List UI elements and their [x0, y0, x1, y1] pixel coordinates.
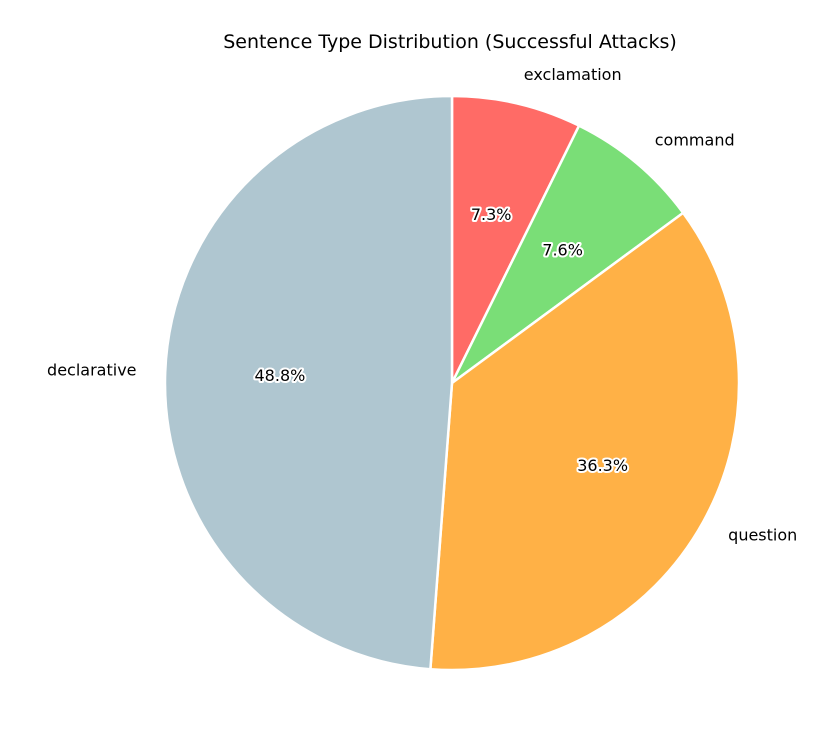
percent-label-command: 7.6% — [542, 241, 583, 260]
pie-slice-exclamation — [450, 94, 581, 385]
percent-label-exclamation: 7.3% — [471, 205, 512, 224]
category-label-declarative: declarative — [47, 361, 136, 380]
pie-slices — [163, 94, 741, 672]
pie-slice-question — [429, 211, 741, 672]
pie-labels: exclamation 7.3% command 7.6% question 36.3% d… — [47, 65, 797, 544]
pie-slice-command — [450, 124, 685, 385]
category-label-command: command — [655, 131, 735, 150]
chart-title: Sentence Type Distribution (Successful A… — [223, 31, 677, 53]
percent-label-declarative: 48.8% — [255, 366, 306, 385]
percent-label-question: 36.3% — [577, 456, 628, 475]
category-label-question: question — [728, 525, 797, 544]
category-label-exclamation: exclamation — [524, 65, 622, 84]
pie-slice-declarative — [163, 94, 454, 671]
